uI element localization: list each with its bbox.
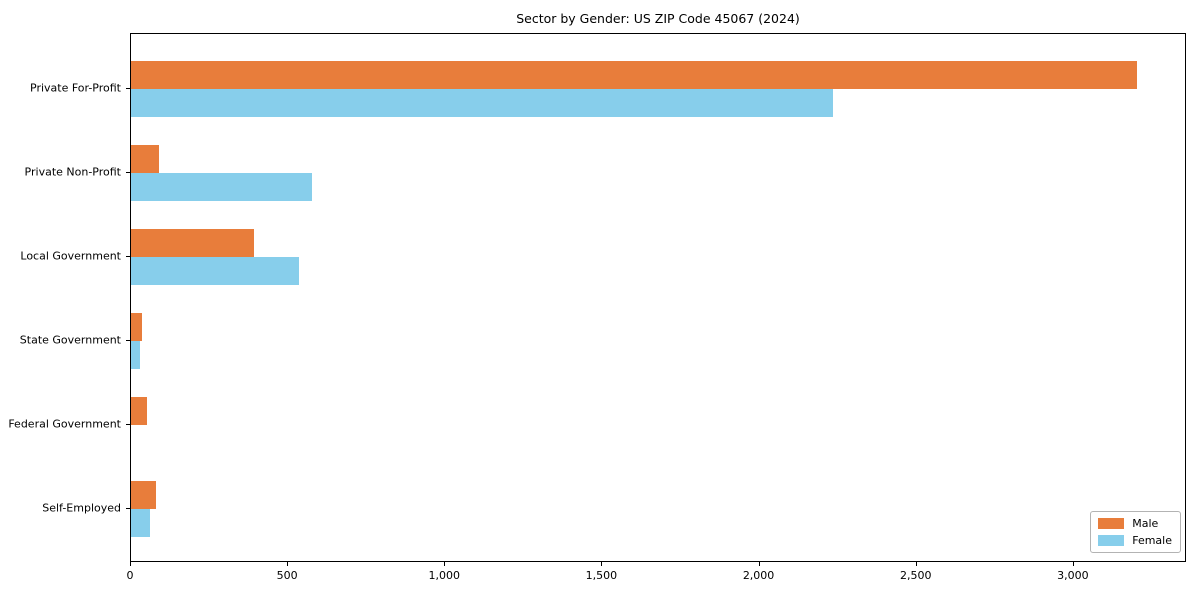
- y-tick-mark: [126, 87, 130, 89]
- bar-female: [131, 172, 312, 201]
- x-tick-label: 3,000: [1057, 569, 1089, 582]
- bar-female: [131, 340, 141, 369]
- legend-label-male: Male: [1132, 517, 1159, 530]
- y-tick-label: Self-Employed: [42, 501, 121, 514]
- x-tick-mark: [130, 562, 131, 566]
- y-tick-label: State Government: [19, 333, 121, 346]
- y-tick-label: Federal Government: [8, 417, 121, 430]
- y-tick-label: Private For-Profit: [30, 81, 121, 94]
- x-tick-label: 0: [126, 569, 134, 582]
- legend-item-male: Male: [1098, 517, 1172, 530]
- legend-label-female: Female: [1132, 534, 1172, 547]
- x-tick-mark: [601, 562, 603, 566]
- bar-female: [131, 256, 300, 285]
- x-tick-label: 2,000: [742, 569, 775, 582]
- x-tick-label: 1,500: [585, 569, 618, 582]
- x-tick-mark: [444, 562, 446, 566]
- legend: Male Female: [1090, 511, 1181, 553]
- y-tick-mark: [126, 339, 130, 341]
- plot-area: Male Female: [130, 33, 1186, 562]
- y-tick-label: Local Government: [20, 249, 121, 262]
- x-tick-mark: [915, 562, 917, 566]
- bar-male: [131, 480, 157, 509]
- bar-male: [131, 396, 147, 425]
- y-tick-mark: [126, 255, 130, 257]
- y-tick-mark: [126, 171, 130, 173]
- bar-female: [131, 508, 150, 537]
- y-tick-mark: [126, 423, 130, 425]
- x-tick-label: 2,500: [899, 569, 932, 582]
- chart-title: Sector by Gender: US ZIP Code 45067 (202…: [516, 11, 800, 26]
- bar-male: [131, 312, 142, 341]
- x-tick-label: 1,000: [428, 569, 461, 582]
- legend-swatch-male-icon: [1098, 518, 1125, 529]
- legend-swatch-female-icon: [1098, 535, 1125, 546]
- legend-item-female: Female: [1098, 534, 1172, 547]
- bar-male: [131, 228, 254, 257]
- x-tick-label: 500: [276, 569, 298, 582]
- y-tick-mark: [126, 507, 130, 509]
- x-tick-mark: [287, 562, 289, 566]
- y-tick-label: Private Non-Profit: [24, 165, 121, 178]
- bar-male: [131, 144, 160, 173]
- bar-female: [131, 88, 834, 117]
- x-tick-mark: [758, 562, 760, 566]
- bar-male: [131, 60, 1137, 89]
- x-tick-mark: [1072, 562, 1074, 566]
